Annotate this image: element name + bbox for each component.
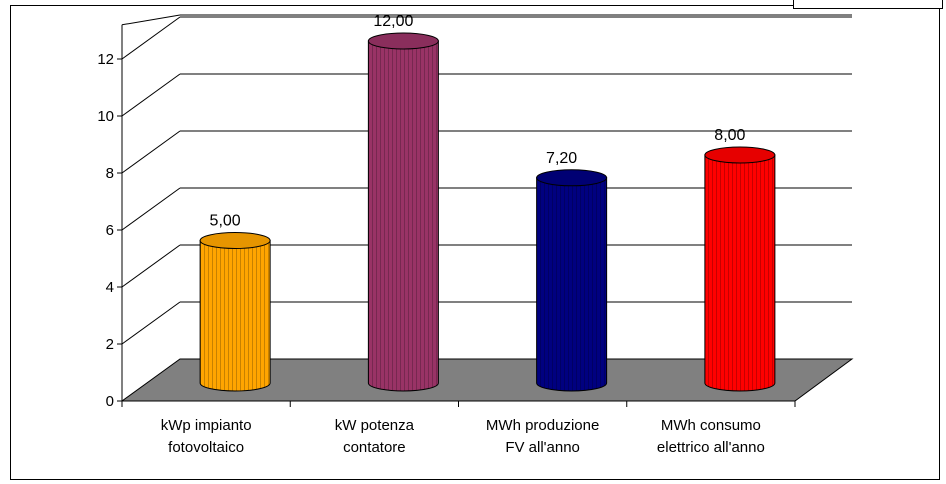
side-gridline — [121, 187, 181, 231]
bar-top — [367, 32, 439, 50]
side-gridline — [121, 244, 181, 288]
side-gridline — [121, 301, 181, 345]
category-label: kWp impianto — [161, 417, 252, 434]
y-tick-label: 2 — [106, 336, 114, 353]
side-gridline — [121, 73, 181, 117]
data-label: 8,00 — [714, 127, 745, 144]
wall-top-edge — [121, 14, 181, 26]
side-gridline — [121, 130, 181, 174]
y-tick-label: 8 — [106, 165, 114, 182]
side-gridline — [121, 16, 181, 60]
bar-top — [704, 146, 776, 164]
bar-shading — [536, 177, 607, 391]
data-label: 5,00 — [210, 213, 241, 230]
y-tick-label: 10 — [97, 108, 114, 125]
category-label: MWh produzione — [486, 417, 599, 434]
y-tick-label: 6 — [106, 222, 114, 239]
y-tick-label: 0 — [106, 393, 114, 410]
data-label: 12,00 — [373, 13, 413, 30]
category-label: MWh consumo — [661, 417, 761, 434]
y-tick-label: 12 — [97, 51, 114, 68]
category-label: elettrico all'anno — [657, 439, 765, 456]
corner-legend-box — [793, 0, 943, 9]
chart-floor — [120, 358, 854, 402]
category-label: kW potenza — [335, 417, 415, 434]
category-label: fotovoltaico — [168, 439, 244, 456]
y-tick-label: 4 — [106, 279, 114, 296]
bar-shading — [200, 240, 271, 391]
data-label: 7,20 — [546, 150, 577, 167]
bar-top — [536, 169, 608, 187]
bar-shading — [704, 155, 775, 391]
category-label: FV all'anno — [505, 439, 580, 456]
bar-shading — [368, 41, 439, 391]
category-label: contatore — [343, 439, 406, 456]
bar-top — [199, 232, 271, 249]
